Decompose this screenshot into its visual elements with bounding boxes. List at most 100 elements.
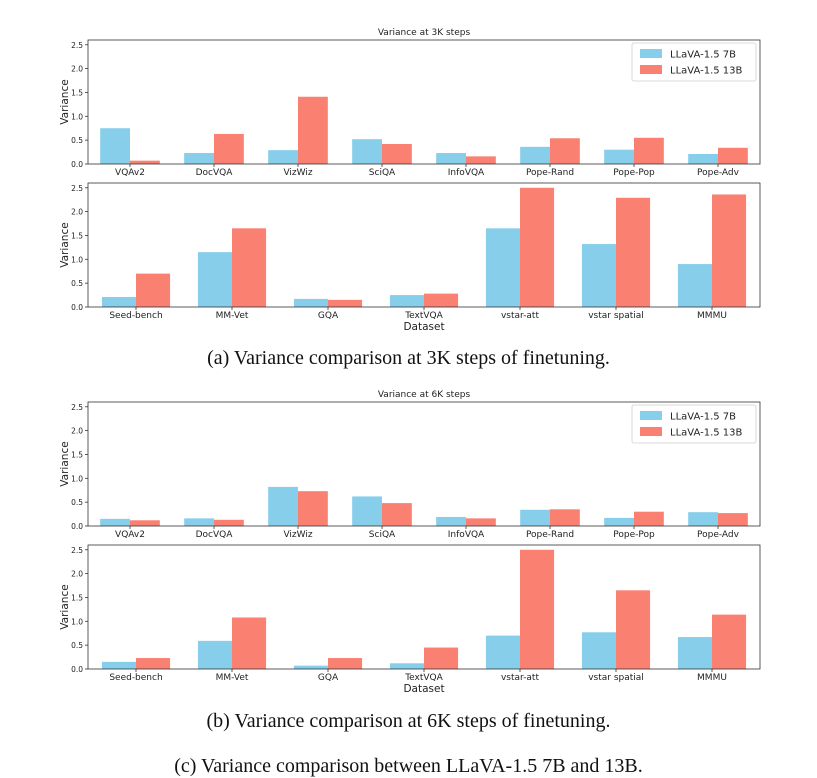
bar-7b-vstar-att <box>485 635 520 669</box>
bar-13b-pope-adv <box>718 513 748 526</box>
y-tick-label: 0.5 <box>71 641 83 650</box>
y-tick-label: 2.0 <box>71 65 83 74</box>
y-tick-label: 1.0 <box>71 617 83 626</box>
x-tick-label: VQAv2 <box>115 168 145 178</box>
x-axis-label: Dataset <box>403 683 444 695</box>
bar-7b-seed-bench <box>101 661 136 669</box>
bar-13b-infovqa <box>466 518 496 526</box>
y-tick-label: 1.5 <box>71 231 83 240</box>
legend-box <box>631 42 757 82</box>
bar-13b-gqa <box>328 658 363 669</box>
bar-13b-mm-vet <box>232 617 267 669</box>
bar-13b-seed-bench <box>136 658 171 669</box>
bar-7b-pope-pop <box>604 517 634 526</box>
bar-13b-textvqa <box>424 647 459 669</box>
bar-7b-infovqa <box>436 153 466 164</box>
bar-7b-sciqa <box>352 496 382 526</box>
x-tick-label: Pope-Adv <box>697 168 740 178</box>
bar-7b-pope-adv <box>688 153 718 164</box>
x-tick-label: InfoVQA <box>448 530 485 540</box>
x-tick-label: SciQA <box>369 168 396 178</box>
y-tick-label: 0.0 <box>71 303 83 312</box>
x-tick-label: Pope-Rand <box>526 530 574 540</box>
bar-7b-gqa <box>293 665 328 669</box>
bar-7b-gqa <box>293 298 328 307</box>
bar-13b-vqav2 <box>130 520 160 526</box>
caption-a: (a) Variance comparison at 3K steps of f… <box>207 347 610 369</box>
bar-13b-vizwiz <box>298 491 328 526</box>
bar-13b-textvqa <box>424 293 459 307</box>
bar-7b-vizwiz <box>268 486 298 526</box>
x-tick-label: DocVQA <box>196 168 234 178</box>
axes-frame <box>87 182 761 308</box>
x-tick-label: TextVQA <box>404 311 443 321</box>
bar-13b-seed-bench <box>136 273 171 307</box>
legend-swatch-13b <box>640 65 662 74</box>
y-tick-label: 2.5 <box>71 41 83 50</box>
y-tick-label: 0.5 <box>71 136 83 145</box>
y-axis-label: Variance <box>59 584 71 629</box>
bar-7b-textvqa <box>389 295 424 307</box>
bar-7b-vstar-spatial <box>581 632 616 669</box>
bar-7b-pope-adv <box>688 512 718 526</box>
axes-frame <box>87 39 761 165</box>
x-tick-label: vstar spatial <box>588 311 644 321</box>
bar-7b-docvqa <box>184 518 214 526</box>
bar-7b-mm-vet <box>197 640 232 669</box>
bar-13b-pope-adv <box>718 147 748 164</box>
x-tick-label: VQAv2 <box>115 530 145 540</box>
legend-swatch-13b <box>640 427 662 436</box>
x-tick-label: TextVQA <box>404 673 443 683</box>
x-tick-label: DocVQA <box>196 530 234 540</box>
bar-7b-vqav2 <box>100 518 130 526</box>
legend-swatch-7b <box>640 49 662 58</box>
bar-13b-sciqa <box>382 503 412 526</box>
chart-title: Variance at 3K steps <box>378 28 471 38</box>
y-tick-label: 1.5 <box>71 88 83 97</box>
x-tick-label: Pope-Rand <box>526 168 574 178</box>
x-tick-label: MMMU <box>697 311 727 321</box>
x-tick-label: VizWiz <box>283 168 312 178</box>
x-tick-label: SciQA <box>369 530 396 540</box>
y-tick-label: 0.0 <box>71 160 83 169</box>
axes-frame <box>87 401 761 527</box>
bar-13b-pope-pop <box>634 511 664 526</box>
bar-13b-pope-rand <box>550 509 580 526</box>
chart-title: Variance at 6K steps <box>378 390 471 400</box>
x-tick-label: Seed-bench <box>109 311 162 321</box>
y-tick-label: 2.5 <box>71 403 83 412</box>
x-tick-label: MMMU <box>697 673 727 683</box>
bar-13b-sciqa <box>382 143 412 164</box>
bar-7b-pope-rand <box>520 146 550 164</box>
bar-7b-vizwiz <box>268 150 298 164</box>
x-tick-label: vstar-att <box>501 311 539 321</box>
bar-7b-textvqa <box>389 663 424 669</box>
y-tick-label: 2.5 <box>71 546 83 555</box>
x-tick-label: Pope-Pop <box>613 530 655 540</box>
x-axis-label: Dataset <box>403 321 444 333</box>
x-tick-label: MM-Vet <box>216 673 249 683</box>
y-tick-label: 2.0 <box>71 570 83 579</box>
bar-13b-docvqa <box>214 519 244 526</box>
y-tick-label: 0.5 <box>71 279 83 288</box>
bar-13b-vqav2 <box>130 160 160 164</box>
bar-13b-vstar-att <box>520 549 555 669</box>
bar-7b-mmmu <box>677 264 712 307</box>
x-tick-label: VizWiz <box>283 530 312 540</box>
y-tick-label: 2.0 <box>71 427 83 436</box>
x-tick-label: vstar spatial <box>588 673 644 683</box>
bar-13b-gqa <box>328 299 363 307</box>
y-tick-label: 2.5 <box>71 184 83 193</box>
bar-7b-mmmu <box>677 637 712 669</box>
bar-13b-docvqa <box>214 133 244 164</box>
bar-7b-pope-pop <box>604 149 634 164</box>
legend-label-7b: LLaVA-1.5 7B <box>670 50 736 61</box>
bar-7b-infovqa <box>436 516 466 526</box>
bar-13b-pope-pop <box>634 137 664 164</box>
x-tick-label: vstar-att <box>501 673 539 683</box>
bar-13b-pope-rand <box>550 138 580 164</box>
bar-7b-vqav2 <box>100 128 130 164</box>
bar-7b-mm-vet <box>197 252 232 307</box>
y-axis-label: Variance <box>59 222 71 267</box>
